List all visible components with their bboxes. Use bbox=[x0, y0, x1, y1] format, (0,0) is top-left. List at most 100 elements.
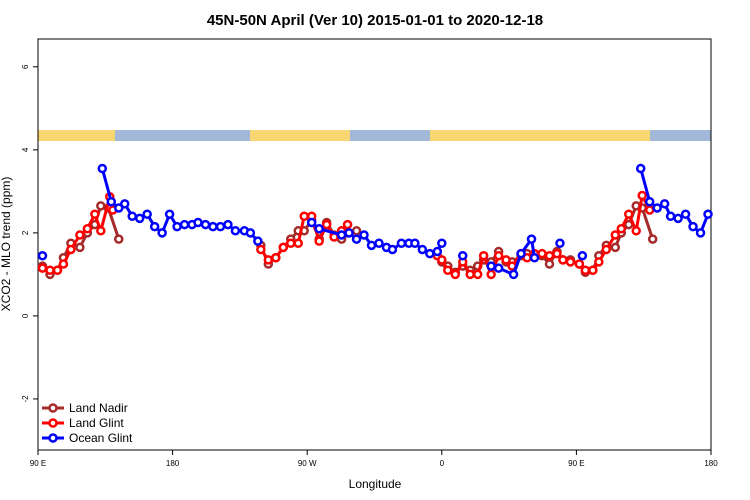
x-axis-label: Longitude bbox=[349, 477, 402, 491]
y-tick-label: 0 bbox=[21, 313, 30, 318]
point bbox=[134, 213, 145, 224]
point bbox=[127, 211, 137, 222]
point bbox=[644, 205, 655, 215]
point bbox=[223, 219, 233, 230]
point bbox=[278, 242, 289, 253]
y-axis-label: XCO2 - MLO trend (ppm) bbox=[0, 177, 13, 312]
point bbox=[544, 250, 555, 261]
point bbox=[299, 211, 309, 222]
y-tick-label: 4 bbox=[21, 147, 30, 152]
point bbox=[314, 223, 324, 234]
point bbox=[623, 209, 634, 219]
point bbox=[610, 230, 621, 240]
point bbox=[321, 219, 332, 230]
point bbox=[544, 259, 555, 269]
point bbox=[695, 228, 706, 238]
point bbox=[106, 196, 117, 207]
point bbox=[52, 265, 63, 275]
point bbox=[472, 269, 483, 280]
legend-label: Land Glint bbox=[69, 416, 124, 430]
point bbox=[208, 221, 218, 232]
point bbox=[410, 238, 420, 249]
plot-frame bbox=[37, 38, 712, 451]
point bbox=[486, 269, 496, 280]
point bbox=[652, 203, 662, 213]
point bbox=[665, 211, 676, 222]
point bbox=[114, 234, 124, 244]
point bbox=[555, 238, 565, 249]
point bbox=[351, 234, 362, 244]
y-tick-label: 6 bbox=[21, 64, 30, 69]
point bbox=[558, 255, 568, 265]
point bbox=[271, 253, 281, 263]
point bbox=[637, 190, 647, 201]
point bbox=[344, 228, 354, 238]
point bbox=[508, 269, 519, 280]
x-tick-label: 180 bbox=[166, 459, 180, 468]
point bbox=[58, 259, 69, 269]
point bbox=[396, 238, 407, 249]
point bbox=[478, 250, 489, 261]
point bbox=[493, 263, 504, 273]
point bbox=[97, 163, 108, 174]
legend-label: Land Nadir bbox=[69, 401, 128, 415]
point bbox=[425, 248, 435, 259]
point bbox=[193, 217, 203, 228]
point bbox=[172, 221, 182, 232]
point bbox=[45, 265, 55, 275]
point bbox=[465, 269, 475, 280]
point bbox=[96, 226, 106, 236]
point bbox=[256, 244, 266, 255]
point bbox=[142, 209, 152, 219]
point bbox=[359, 230, 369, 240]
point bbox=[342, 219, 353, 230]
point bbox=[336, 230, 347, 240]
point bbox=[432, 246, 443, 257]
point bbox=[215, 221, 226, 232]
point bbox=[351, 226, 362, 236]
point bbox=[703, 209, 713, 219]
point bbox=[644, 196, 655, 207]
point bbox=[443, 265, 453, 275]
point bbox=[230, 226, 241, 236]
point bbox=[594, 257, 604, 267]
y-tick-label: 2 bbox=[21, 230, 30, 235]
legend-marker bbox=[48, 403, 58, 413]
point bbox=[635, 163, 646, 174]
legend-marker bbox=[48, 418, 58, 428]
point bbox=[688, 221, 698, 232]
point bbox=[450, 269, 461, 280]
x-tick-label: 90 W bbox=[298, 459, 317, 468]
point bbox=[200, 219, 211, 230]
x-tick-label: 180 bbox=[704, 459, 718, 468]
point bbox=[417, 244, 428, 255]
point bbox=[96, 201, 106, 211]
point bbox=[437, 238, 447, 249]
point bbox=[631, 226, 641, 236]
point bbox=[526, 234, 537, 244]
point bbox=[577, 250, 588, 261]
point bbox=[149, 221, 160, 232]
point bbox=[374, 238, 384, 249]
point bbox=[37, 263, 48, 273]
point bbox=[493, 250, 504, 261]
point bbox=[457, 250, 468, 261]
point bbox=[82, 223, 93, 234]
point bbox=[285, 238, 296, 249]
point bbox=[574, 259, 585, 269]
point bbox=[179, 219, 190, 230]
map-strip bbox=[38, 130, 711, 141]
y-tick-label: -2 bbox=[21, 395, 30, 403]
point bbox=[537, 248, 547, 259]
point bbox=[588, 265, 598, 275]
point bbox=[164, 209, 175, 219]
point bbox=[601, 244, 612, 255]
point bbox=[552, 248, 562, 259]
legend-marker bbox=[48, 433, 58, 443]
point bbox=[245, 228, 256, 238]
point bbox=[366, 240, 377, 251]
point bbox=[501, 255, 511, 265]
x-tick-label: 0 bbox=[440, 459, 445, 468]
point bbox=[486, 261, 496, 271]
